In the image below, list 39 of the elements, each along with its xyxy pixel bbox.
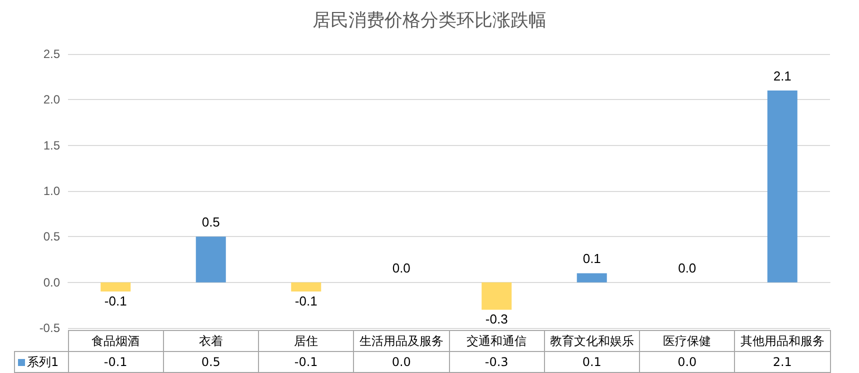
y-tick-label: 2.0 (43, 92, 60, 107)
data-label: 0.0 (640, 352, 735, 372)
data-label: 2.1 (734, 352, 830, 372)
text: 0.1 (582, 251, 601, 266)
x-tick-label: 衣着 (163, 330, 258, 352)
x-tick-label: 食品烟酒 (68, 330, 164, 352)
text: -0.3 (485, 312, 508, 327)
x-tick-label: 其他用品和服务 (734, 330, 830, 352)
data-label: 0.0 (354, 352, 449, 372)
text: 0.5 (202, 214, 220, 230)
x-tick-label: 交通和通信 (449, 330, 544, 352)
text: 0.5 (43, 230, 60, 244)
x-tick-label: 生活用品及服务 (354, 330, 449, 352)
text: 0.0 (392, 260, 410, 276)
bar (767, 90, 798, 282)
data-label: 0.1 (544, 352, 640, 372)
x-tick-label: 医疗保健 (640, 330, 735, 352)
legend-label: 系列1 (14, 352, 68, 372)
data-label: 0.5 (163, 352, 258, 372)
bar (100, 282, 131, 292)
bar (576, 273, 607, 282)
text: 1.5 (43, 138, 60, 152)
data-label: -0.1 (258, 352, 354, 372)
x-tick-label: 居住 (258, 330, 354, 352)
x-tick-label: 教育文化和娱乐 (544, 330, 640, 352)
text: 2.5 (43, 47, 60, 61)
bar (291, 282, 322, 292)
chart-title: 居民消费价格分类环比涨跌幅 (312, 10, 546, 30)
y-tick-label: 1.0 (43, 184, 60, 198)
y-tick-label: 0.0 (43, 275, 60, 290)
bar (196, 236, 226, 282)
bar (482, 282, 512, 310)
text: -0.1 (104, 293, 127, 308)
data-label: -0.3 (449, 352, 544, 372)
text: -0.1 (294, 293, 318, 308)
data-label: -0.1 (68, 352, 164, 372)
text: 0.0 (678, 260, 696, 276)
text: 2.1 (773, 68, 792, 84)
text: -0.5 (39, 321, 60, 335)
